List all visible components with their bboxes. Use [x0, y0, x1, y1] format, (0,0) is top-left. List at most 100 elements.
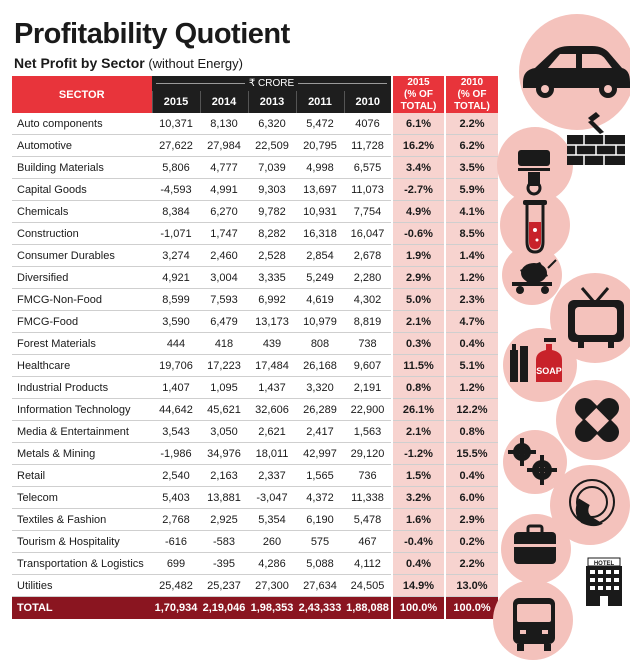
- profit-value: 2,528: [248, 244, 296, 267]
- pct-of-total: 2.2%: [444, 552, 498, 575]
- profit-value: 2,768: [152, 508, 200, 531]
- profit-value: 439: [248, 332, 296, 355]
- profit-value: 7,039: [248, 156, 296, 179]
- table-row: Capital Goods -4,593 4,991 9,303 13,697 11,07…: [12, 178, 498, 201]
- profit-value: -3,047: [248, 486, 296, 509]
- profit-value: 1,095: [200, 376, 248, 399]
- profit-value: 4,372: [296, 486, 344, 509]
- pct-of-total: 100.0%: [444, 596, 498, 619]
- profit-value: 1,98,353: [248, 596, 296, 619]
- profit-value: 2,43,333: [296, 596, 344, 619]
- profit-value: 444: [152, 332, 200, 355]
- profit-value: 13,697: [296, 178, 344, 201]
- pct-of-total: 4.7%: [444, 310, 498, 333]
- hotel-building-icon: HOTEL: [586, 557, 622, 606]
- circle-pistons: [497, 127, 573, 203]
- profit-value: 467: [344, 530, 392, 553]
- sector-name: Capital Goods: [12, 178, 152, 201]
- profit-value: 4,112: [344, 552, 392, 575]
- profit-value: 3,335: [248, 266, 296, 289]
- pct-of-total: 14.9%: [391, 574, 445, 597]
- pct-of-total: -0.4%: [391, 530, 445, 553]
- profit-value: 20,795: [296, 134, 344, 157]
- circle-construction: [502, 245, 562, 305]
- profit-value: 5,806: [152, 156, 200, 179]
- pct-of-total: 2.9%: [444, 508, 498, 531]
- sector-name: Consumer Durables: [12, 244, 152, 267]
- table-row: Metals & Mining -1,986 34,976 18,011 42,997 2…: [12, 442, 498, 465]
- table-row: Automotive 27,622 27,984 22,509 20,795 11,728…: [12, 134, 498, 157]
- header-pct-2015: 2015 (% OF TOTAL): [391, 76, 445, 113]
- pct-of-total: 3.5%: [444, 156, 498, 179]
- profit-value: 8,599: [152, 288, 200, 311]
- sector-name: Transportation & Logistics: [12, 552, 152, 575]
- pct-of-total: 15.5%: [444, 442, 498, 465]
- profit-value: 5,478: [344, 508, 392, 531]
- table-row: Auto components 10,371 8,130 6,320 5,472 4076…: [12, 113, 498, 135]
- table-row: Telecom 5,403 13,881 -3,047 4,372 11,338 3.2% 6…: [12, 486, 498, 509]
- sector-name: Utilities: [12, 574, 152, 597]
- profit-value: 17,223: [200, 354, 248, 377]
- profit-value: 5,472: [296, 113, 344, 135]
- table-row: FMCG-Food 3,590 6,479 13,173 10,979 8,819 2.1%…: [12, 310, 498, 333]
- profit-value: 8,282: [248, 222, 296, 245]
- table-row: Tourism & Hospitality -616 -583 260 575 467 -0…: [12, 530, 498, 553]
- profit-value: 1,747: [200, 222, 248, 245]
- profit-value: 16,047: [344, 222, 392, 245]
- profit-value: 6,320: [248, 113, 296, 135]
- profit-value: 26,289: [296, 398, 344, 421]
- profit-value: 34,976: [200, 442, 248, 465]
- profit-value: 18,011: [248, 442, 296, 465]
- pct-of-total: -1.2%: [391, 442, 445, 465]
- profit-value: 8,819: [344, 310, 392, 333]
- bandage-icon: [574, 397, 620, 443]
- pct-of-total: 0.4%: [444, 464, 498, 487]
- sector-name: Building Materials: [12, 156, 152, 179]
- circle-fmcg: [503, 328, 577, 402]
- soap-label: SOAP: [536, 366, 562, 376]
- car-icon: [523, 46, 630, 98]
- profit-value: 3,050: [200, 420, 248, 443]
- subtitle-note: (without Energy): [148, 56, 243, 71]
- profit-value: 32,606: [248, 398, 296, 421]
- gears-icon: [508, 438, 557, 485]
- pct-of-total: 2.1%: [391, 310, 445, 333]
- profit-value: 2,925: [200, 508, 248, 531]
- profit-value: 6,992: [248, 288, 296, 311]
- pct-of-total: -2.7%: [391, 178, 445, 201]
- table-row: Forest Materials 444 418 439 808 738 0.3% 0.4%: [12, 332, 498, 355]
- header-year: 2010: [343, 91, 392, 113]
- pct-of-total: 13.0%: [444, 574, 498, 597]
- bus-icon: [513, 598, 555, 651]
- profit-value: 45,621: [200, 398, 248, 421]
- profit-value: 27,622: [152, 134, 200, 157]
- table-row: Media & Entertainment 3,543 3,050 2,621 2,41…: [12, 420, 498, 443]
- table-row: Healthcare 19,706 17,223 17,484 26,168 9,607 1…: [12, 354, 498, 377]
- profit-value: -395: [200, 552, 248, 575]
- profit-value: 24,505: [344, 574, 392, 597]
- profit-value: -616: [152, 530, 200, 553]
- profit-value: 8,384: [152, 200, 200, 223]
- circle-chemicals: [500, 190, 570, 260]
- header-year: 2014: [199, 91, 248, 113]
- profit-value: 3,543: [152, 420, 200, 443]
- profit-value: 9,782: [248, 200, 296, 223]
- profit-value: 4076: [344, 113, 392, 135]
- profit-value: 699: [152, 552, 200, 575]
- profit-value: 3,590: [152, 310, 200, 333]
- pct-of-total: 0.8%: [391, 376, 445, 399]
- profit-value: 1,88,088: [344, 596, 392, 619]
- profit-value: 2,280: [344, 266, 392, 289]
- pct-of-total: 1.5%: [391, 464, 445, 487]
- pct-of-total: 6.0%: [444, 486, 498, 509]
- circle-bus: [493, 580, 573, 660]
- pct-of-total: 8.5%: [444, 222, 498, 245]
- unit-label: ₹ CRORE: [248, 78, 295, 89]
- pct-of-total: 2.9%: [391, 266, 445, 289]
- profit-value: 1,565: [296, 464, 344, 487]
- profit-value: 2,337: [248, 464, 296, 487]
- table-row: Retail 2,540 2,163 2,337 1,565 736 1.5% 0.4%: [12, 464, 498, 487]
- profit-value: 19,706: [152, 354, 200, 377]
- pct-of-total: 1.2%: [444, 376, 498, 399]
- profit-value: 11,338: [344, 486, 392, 509]
